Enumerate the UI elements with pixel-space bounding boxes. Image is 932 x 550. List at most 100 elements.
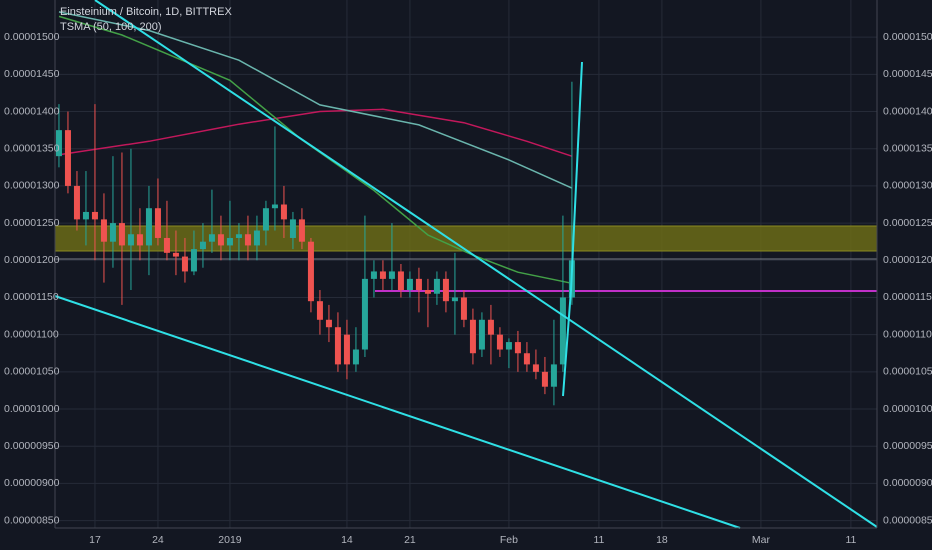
trend-line (94, 0, 878, 528)
y-tick-label: 0.00000850 (4, 514, 60, 526)
candle-body (514, 342, 521, 354)
x-tick-label: 2019 (218, 534, 242, 546)
candle-body (478, 319, 485, 350)
candle-body (217, 234, 224, 246)
y-tick-label: 0.00001100 (4, 328, 59, 340)
candle-body (163, 237, 170, 253)
y2-tick-label: 0.00001100 (883, 328, 932, 340)
candle-body (235, 234, 242, 238)
candle-body (199, 241, 206, 250)
y-tick-label: 0.00001500 (4, 31, 60, 43)
candle-body (442, 278, 449, 302)
y-tick-label: 0.00001300 (4, 180, 60, 192)
candle-body (55, 130, 62, 157)
y-tick-label: 0.00001450 (4, 68, 60, 80)
candle-body (523, 353, 530, 365)
candle-body (190, 249, 197, 272)
candle-body (550, 364, 557, 387)
y-tick-label: 0.00000950 (4, 440, 60, 452)
candle-body (136, 234, 143, 246)
candle-body (451, 297, 458, 302)
candle-body (469, 319, 476, 354)
y2-tick-label: 0.00001150 (883, 291, 932, 303)
y2-tick-label: 0.00001200 (883, 254, 932, 266)
candle-body (361, 278, 368, 350)
y-tick-label: 0.00001050 (4, 366, 60, 378)
candle-body (154, 208, 161, 238)
y-tick-label: 0.00001400 (4, 105, 60, 117)
y2-tick-label: 0.00001250 (883, 217, 932, 229)
candle-body (532, 364, 539, 372)
candle-body (118, 223, 125, 246)
plot (55, 11, 575, 406)
candle-body (325, 319, 332, 328)
candle-body (82, 211, 89, 220)
moving-average (58, 11, 573, 189)
resistance-zone (54, 225, 878, 252)
axes: 0.00001500 0.00001500 0.00001450 0.00001450… (4, 31, 932, 546)
candle-body (127, 234, 134, 246)
candle-body (370, 271, 377, 279)
y2-tick-label: 0.00000900 (883, 477, 932, 489)
grid (55, 0, 877, 528)
projection-line (562, 61, 583, 397)
x-tick-label: 17 (89, 534, 101, 546)
y2-tick-label: 0.00000950 (883, 440, 932, 452)
x-tick-label: 21 (404, 534, 416, 546)
candle-body (379, 271, 386, 279)
candle-body (172, 252, 179, 257)
x-tick-label: 11 (845, 534, 856, 546)
candle-body (262, 208, 269, 231)
candle-body (433, 278, 440, 294)
candle-body (424, 290, 431, 294)
chart-title: Einsteinium / Bitcoin, 1D, BITTREX (60, 6, 232, 18)
candle-body (334, 327, 341, 365)
y-tick-label: 0.00001000 (4, 403, 60, 415)
y-tick-label: 0.00001200 (4, 254, 60, 266)
y2-tick-label: 0.00001000 (883, 403, 932, 415)
candle-body (289, 219, 296, 238)
candle-body (496, 334, 503, 350)
candle-body (271, 204, 278, 209)
y2-tick-label: 0.00001350 (883, 143, 932, 155)
y2-tick-label: 0.00000850 (883, 514, 932, 526)
candle-body (109, 223, 116, 242)
candle-body (73, 185, 80, 220)
candle-body (415, 278, 422, 291)
moving-average (58, 15, 573, 285)
candle-body (559, 297, 566, 365)
x-tick-label: Mar (752, 534, 771, 546)
y-tick-label: 0.00001350 (4, 143, 60, 155)
indicator-label: TSMA (50, 100, 200) (60, 21, 162, 33)
y2-tick-label: 0.00001450 (883, 68, 932, 80)
candle-body (541, 371, 548, 387)
candle-body (388, 271, 395, 279)
candle-body (505, 342, 512, 350)
y2-tick-label: 0.00001050 (883, 366, 932, 378)
y2-tick-label: 0.00001500 (883, 31, 932, 43)
candle-body (226, 237, 233, 246)
moving-average (58, 108, 573, 157)
candle-body (460, 297, 467, 320)
candle-body (352, 349, 359, 365)
candle-body (208, 234, 215, 242)
candle-body (280, 204, 287, 220)
candle-body (244, 234, 251, 246)
y2-tick-label: 0.00001300 (883, 180, 932, 192)
candle-body (316, 301, 323, 320)
trend-line (54, 295, 741, 529)
x-tick-label: Feb (500, 534, 518, 546)
y-tick-label: 0.00000900 (4, 477, 60, 489)
candle-body (253, 230, 260, 246)
y-tick-label: 0.00001250 (4, 217, 60, 229)
candle-body (406, 278, 413, 291)
x-tick-label: 24 (152, 534, 164, 546)
candle-body (64, 130, 71, 186)
candle-body (91, 211, 98, 220)
x-tick-label: 18 (656, 534, 668, 546)
y2-tick-label: 0.00001400 (883, 105, 932, 117)
candle-body (397, 271, 404, 291)
y-tick-label: 0.00001150 (4, 291, 59, 303)
